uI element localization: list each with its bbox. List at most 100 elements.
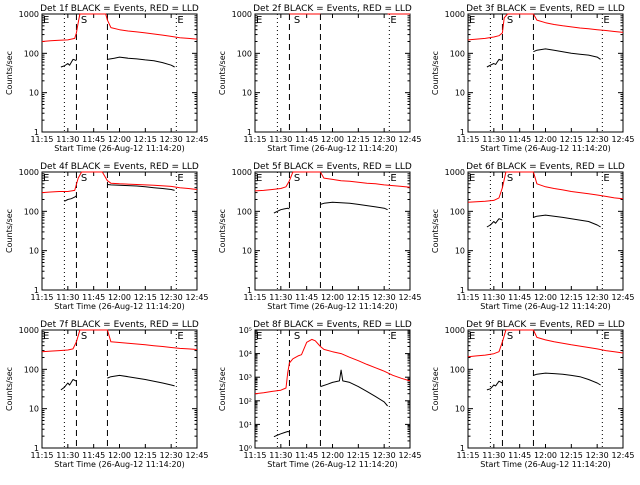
events-series-line <box>320 201 388 211</box>
x-tick-label: 11:45 <box>508 135 531 144</box>
x-tick-label: 12:15 <box>347 451 370 460</box>
x-tick-label: 11:30 <box>269 135 292 144</box>
lld-series-line <box>41 13 198 42</box>
events-series-line <box>486 218 503 228</box>
y-tick-label: 10 <box>455 405 465 414</box>
x-axis-label: Start Time (26-Aug-12 11:14:20) <box>54 460 185 469</box>
event-marker-label: S <box>81 15 87 26</box>
y-tick-label: 100 <box>450 207 465 216</box>
x-tick-label: 11:45 <box>295 451 318 460</box>
x-tick-label: 11:15 <box>456 293 479 302</box>
y-tick-label: 1000 <box>445 168 465 177</box>
x-tick-label: 12:30 <box>586 293 609 302</box>
event-marker-label: E <box>43 331 49 342</box>
x-tick-label: 11:30 <box>56 293 79 302</box>
y-tick-label: 1000 <box>19 168 39 177</box>
x-tick-label: 12:15 <box>560 293 583 302</box>
x-tick-label: 11:15 <box>243 135 266 144</box>
y-tick-label: 10 <box>455 89 465 98</box>
y-axis-label: Counts/sec <box>431 367 440 411</box>
y-axis-label: Counts/sec <box>431 209 440 253</box>
x-axis-label: Start Time (26-Aug-12 11:14:20) <box>267 144 398 153</box>
plot-area <box>41 13 198 133</box>
y-tick-label: 100 <box>24 365 39 374</box>
events-series-line <box>533 372 601 386</box>
x-tick-label: 12:00 <box>321 293 344 302</box>
y-tick-label: 10⁰ <box>239 444 252 453</box>
x-tick-label: 12:00 <box>108 135 131 144</box>
event-marker-label: E <box>43 173 49 184</box>
y-tick-label: 1 <box>460 286 465 295</box>
lld-series-line <box>467 171 624 203</box>
y-axis-label: Counts/sec <box>5 51 14 95</box>
lld-series-line <box>467 329 624 358</box>
x-axis-label: Start Time (26-Aug-12 11:14:20) <box>480 460 611 469</box>
x-tick-label: 12:45 <box>611 135 634 144</box>
panel-title: Det 8f BLACK = Events, RED = LLD <box>253 320 412 330</box>
event-marker-label: E <box>603 15 609 26</box>
y-axis-label: Counts/sec <box>431 51 440 95</box>
x-tick-label: 12:00 <box>534 451 557 460</box>
x-tick-label: 12:30 <box>373 293 396 302</box>
event-marker-label: E <box>603 331 609 342</box>
y-tick-label: 1 <box>460 444 465 453</box>
panel-title: Det 4f BLACK = Events, RED = LLD <box>40 162 199 172</box>
x-tick-label: 12:15 <box>347 135 370 144</box>
x-tick-label: 12:30 <box>160 293 183 302</box>
event-marker-label: S <box>294 173 300 184</box>
y-tick-label: 1 <box>247 286 252 295</box>
x-axis-label: Start Time (26-Aug-12 11:14:20) <box>480 302 611 311</box>
x-tick-label: 12:15 <box>560 135 583 144</box>
events-series-line <box>107 184 175 191</box>
x-axis-label: Start Time (26-Aug-12 11:14:20) <box>480 144 611 153</box>
event-marker-label: S <box>507 331 513 342</box>
event-marker-label: S <box>81 173 87 184</box>
y-tick-label: 10³ <box>239 373 252 382</box>
y-tick-label: 1 <box>460 128 465 137</box>
x-tick-label: 11:45 <box>82 135 105 144</box>
plot-area <box>467 329 624 449</box>
event-marker-label: S <box>294 331 300 342</box>
x-tick-label: 11:15 <box>30 451 53 460</box>
events-series-line <box>320 369 388 407</box>
y-tick-label: 1000 <box>445 326 465 335</box>
x-tick-label: 12:45 <box>185 135 208 144</box>
panel-title: Det 9f BLACK = Events, RED = LLD <box>466 320 625 330</box>
x-tick-label: 12:15 <box>560 451 583 460</box>
x-tick-label: 12:00 <box>534 293 557 302</box>
events-series-line <box>64 195 77 202</box>
x-tick-label: 11:45 <box>82 451 105 460</box>
y-tick-label: 10 <box>455 247 465 256</box>
event-marker-label: E <box>469 173 475 184</box>
y-tick-label: 1000 <box>232 10 252 19</box>
y-tick-label: 10 <box>29 89 39 98</box>
events-series-line <box>273 207 290 214</box>
y-tick-label: 100 <box>450 365 465 374</box>
event-marker-label: E <box>256 15 262 26</box>
x-tick-label: 11:15 <box>30 293 53 302</box>
y-tick-label: 10 <box>242 89 252 98</box>
panel-title: Det 3f BLACK = Events, RED = LLD <box>466 4 625 14</box>
y-tick-label: 100 <box>450 49 465 58</box>
events-series-line <box>533 214 601 228</box>
x-tick-label: 11:30 <box>482 451 505 460</box>
y-tick-label: 100 <box>24 207 39 216</box>
panel-title: Det 7f BLACK = Events, RED = LLD <box>40 320 199 330</box>
event-marker-label: E <box>603 173 609 184</box>
event-marker-label: E <box>390 173 396 184</box>
events-series-line <box>60 379 77 391</box>
y-tick-label: 10 <box>242 247 252 256</box>
events-series-line <box>533 48 601 60</box>
x-tick-label: 11:45 <box>295 293 318 302</box>
x-tick-label: 12:00 <box>108 451 131 460</box>
lld-series-line <box>254 171 411 192</box>
x-tick-label: 11:30 <box>56 135 79 144</box>
x-tick-label: 11:15 <box>243 451 266 460</box>
